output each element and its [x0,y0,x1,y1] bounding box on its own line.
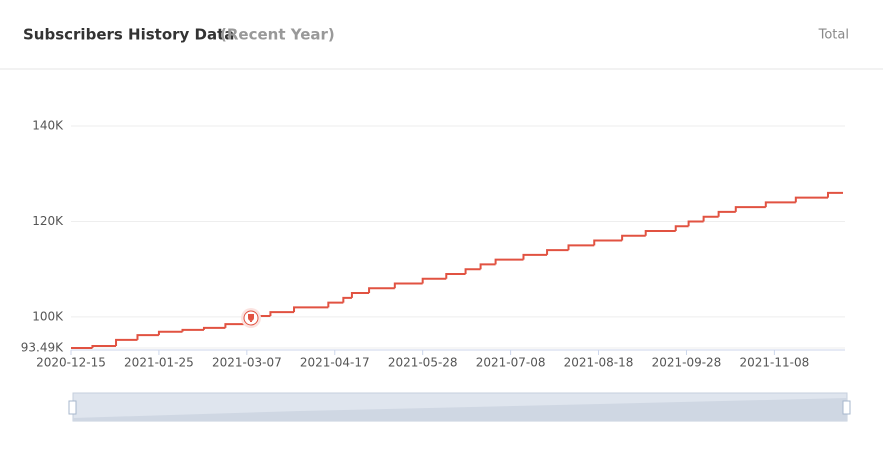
line-step [717,210,736,217]
y-tick-label: 120K [32,214,64,228]
line-step [350,292,370,298]
x-tick-label: 2020-12-15 [36,356,106,370]
x-tick-label: 2021-05-28 [388,356,458,370]
line-step [794,196,828,203]
line-step [546,249,569,255]
chart-subtitle: (Recent Year) [220,26,335,44]
line-step [115,338,138,347]
line-step [91,345,117,348]
line-step [421,277,447,284]
x-tick-label: 2021-11-08 [740,356,810,370]
line-step [494,258,524,265]
line-step [393,282,423,289]
slider-handle[interactable] [842,400,851,415]
line-step [136,334,159,340]
line-step [327,301,344,308]
x-tick-label: 2021-01-25 [124,356,194,370]
line-step [293,306,329,313]
line-step [687,220,704,227]
line-step [644,230,676,236]
line-step [567,244,595,251]
x-tick-label: 2021-03-07 [212,356,282,370]
line-step [522,253,548,260]
y-tick-label: 140K [32,119,64,133]
line-step [826,191,843,198]
total-toggle[interactable]: Total [818,28,849,43]
y-tick-label: 93.49K [21,341,64,355]
x-tick-label: 2021-04-17 [300,356,370,370]
chart-title: Subscribers History Data [23,26,234,44]
line-step [224,323,247,328]
line-step [202,326,226,330]
line-step [764,201,796,208]
x-tick-label: 2021-07-08 [476,356,546,370]
x-tick-label: 2021-08-18 [564,356,634,370]
line-step [621,234,646,241]
line-step [368,287,395,294]
line-step [479,263,496,270]
y-tick-label: 100K [32,309,64,323]
line-step [734,206,766,212]
line-step [593,239,623,246]
line-step [674,225,689,232]
line-step [464,268,481,274]
line-step [445,272,466,279]
line-step [702,215,719,222]
line-step [269,311,295,316]
line-step [181,328,204,332]
x-tick-label: 2021-09-28 [652,356,722,370]
slider-preview [73,398,847,421]
slider-handle[interactable] [68,400,77,415]
line-step [342,296,352,303]
milestone-icon [241,308,261,328]
line-step [157,330,183,336]
zoom-slider[interactable] [68,392,851,422]
